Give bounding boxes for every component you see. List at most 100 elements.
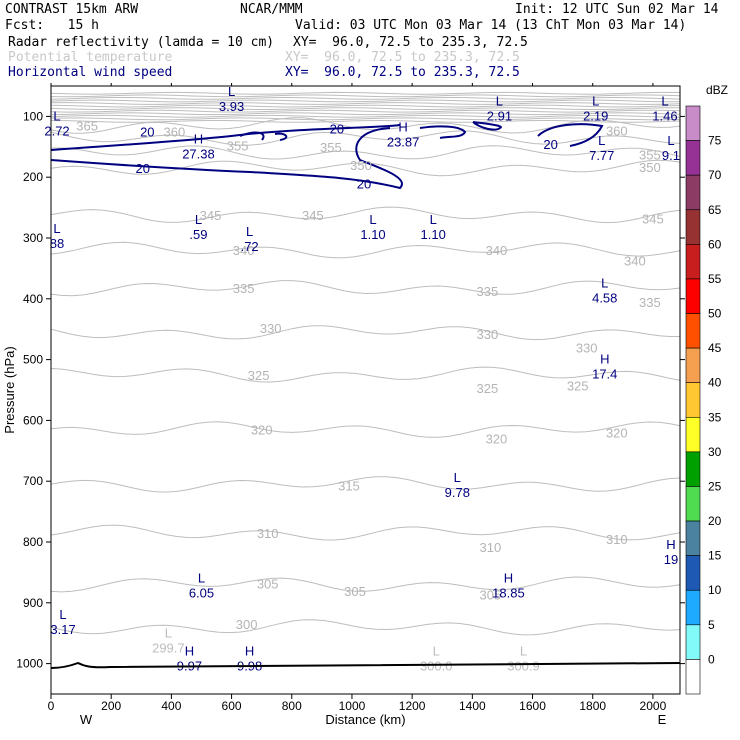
colorbar-label: 65 bbox=[708, 203, 722, 217]
theta-contour-label: 310 bbox=[606, 532, 628, 547]
theta-contour-label: 310 bbox=[257, 526, 279, 541]
colorbar-cell bbox=[685, 105, 701, 141]
colorbar-label: 30 bbox=[708, 445, 722, 459]
theta-contour-label: 315 bbox=[338, 478, 360, 493]
extremum-marker: L88 bbox=[50, 221, 64, 251]
theta-contour-label: 305 bbox=[480, 587, 502, 602]
x-tick-label: 1200 bbox=[399, 699, 426, 713]
theta-contour-label: 360 bbox=[606, 123, 628, 138]
y-axis-label: Pressure (hPa) bbox=[2, 346, 17, 433]
theta-contour-label: 345 bbox=[642, 212, 664, 227]
extremum-marker: L3.93 bbox=[219, 84, 244, 114]
theta-contour-label: 350 bbox=[350, 158, 372, 173]
extremum-value: .72 bbox=[241, 239, 259, 254]
theta-contour-line bbox=[50, 130, 681, 146]
theta-contour-upper bbox=[50, 104, 681, 108]
colorbar-cell bbox=[685, 451, 701, 487]
theta-contour-label: 355 bbox=[639, 148, 661, 163]
extremum-type: L bbox=[195, 212, 202, 227]
field-name-theta: Potential temperature bbox=[8, 50, 173, 65]
extremum-value: 23.87 bbox=[387, 134, 420, 149]
theta-contour-label: 340 bbox=[233, 243, 255, 258]
field-xy-wind: XY= 96.0, 72.5 to 235.3, 72.5 bbox=[285, 65, 520, 80]
theta-contour-label: 330 bbox=[260, 321, 282, 336]
extremum-marker: L6.05 bbox=[189, 571, 214, 601]
extremum-value: 4.58 bbox=[592, 291, 617, 306]
colorbar-cell bbox=[685, 486, 701, 522]
theta-contour-label: 355 bbox=[227, 139, 249, 154]
colorbar-cell bbox=[685, 140, 701, 176]
theta-contour-line bbox=[50, 280, 681, 297]
colorbar-cell bbox=[685, 589, 701, 626]
x-axis-label: Distance (km) bbox=[325, 712, 405, 727]
extremum-value: 9.1 bbox=[662, 148, 680, 163]
wind-contour-line bbox=[50, 127, 403, 190]
theta-contour-line bbox=[50, 476, 681, 493]
extremum-value: 3.17 bbox=[50, 622, 75, 637]
extremum-marker: L.72 bbox=[241, 224, 259, 254]
theta-contour-label: 310 bbox=[480, 540, 502, 555]
theta-contour-upper bbox=[50, 114, 681, 118]
y-tick-label: 900 bbox=[23, 596, 43, 610]
extremum-value: 2.19 bbox=[583, 108, 608, 123]
extremum-marker: L9.78 bbox=[445, 470, 470, 500]
extremum-marker: L3.17 bbox=[50, 607, 75, 637]
wind-contour-label: 20 bbox=[330, 122, 344, 137]
theta-contour-label: 300 bbox=[236, 617, 258, 632]
theta-contour-label: 325 bbox=[477, 381, 499, 396]
extremum-value: 6.05 bbox=[189, 586, 214, 601]
theta-contour-line bbox=[50, 619, 681, 636]
theta-contour-label: 350 bbox=[639, 160, 661, 175]
extremum-marker: L9.1 bbox=[662, 133, 680, 163]
theta-contour-label: 330 bbox=[477, 327, 499, 342]
theta-contour-line bbox=[50, 524, 681, 541]
extremum-type: H bbox=[245, 644, 254, 659]
extremum-value: 88 bbox=[50, 236, 64, 251]
theta-contour-line bbox=[50, 576, 681, 593]
wind-contour-line bbox=[239, 131, 265, 141]
theta-contour-label: 325 bbox=[248, 368, 270, 383]
institution-label: NCAR/MMM bbox=[240, 2, 303, 17]
plot-frame bbox=[50, 85, 681, 695]
y-tick-label: 300 bbox=[23, 231, 43, 245]
theta-contour-line bbox=[50, 325, 680, 341]
extremum-value: 7.77 bbox=[589, 148, 614, 163]
colorbar-label: 50 bbox=[708, 307, 722, 321]
colorbar-cell bbox=[685, 659, 701, 695]
extremum-type: H bbox=[194, 132, 203, 147]
wind-contours bbox=[50, 121, 604, 190]
theta-contour-label: 365 bbox=[76, 119, 98, 134]
field-xy-reflectivity: XY= 96.0, 72.5 to 235.3, 72.5 bbox=[293, 35, 528, 50]
y-tick-label: 800 bbox=[23, 535, 43, 549]
colorbar-label: 5 bbox=[708, 618, 715, 632]
model-title: CONTRAST 15km ARW bbox=[5, 2, 139, 17]
theta-contour-label: 305 bbox=[344, 584, 366, 599]
extremum-value: 1.10 bbox=[421, 227, 446, 242]
theta-contour-upper bbox=[50, 107, 681, 111]
theta-contour-upper bbox=[50, 102, 681, 105]
extremum-marker: L1.10 bbox=[360, 212, 385, 242]
extremum-value: 19 bbox=[664, 552, 678, 567]
wind-contour-label: 20 bbox=[543, 137, 557, 152]
y-tick-label: 500 bbox=[23, 353, 43, 367]
y-tick-label: 700 bbox=[23, 474, 43, 488]
extremum-value: 17.4 bbox=[592, 367, 617, 382]
field-name-wind: Horizontal wind speed bbox=[8, 65, 173, 80]
extremum-marker: L2.19 bbox=[583, 93, 608, 123]
east-label: E bbox=[658, 712, 667, 727]
x-tick-label: 1600 bbox=[519, 699, 546, 713]
x-tick-label: 800 bbox=[282, 699, 302, 713]
colorbar-cell bbox=[685, 313, 701, 349]
theta-contours bbox=[50, 91, 681, 636]
extremum-value: 300.0 bbox=[420, 659, 453, 674]
extremum-value: 1.46 bbox=[652, 108, 677, 123]
theta-contour-label: 355 bbox=[320, 140, 342, 155]
theta-contour-label: 340 bbox=[624, 253, 646, 268]
colorbar-label: 15 bbox=[708, 549, 722, 563]
colorbar-cell bbox=[685, 520, 701, 556]
theta-contour-upper bbox=[50, 94, 681, 98]
